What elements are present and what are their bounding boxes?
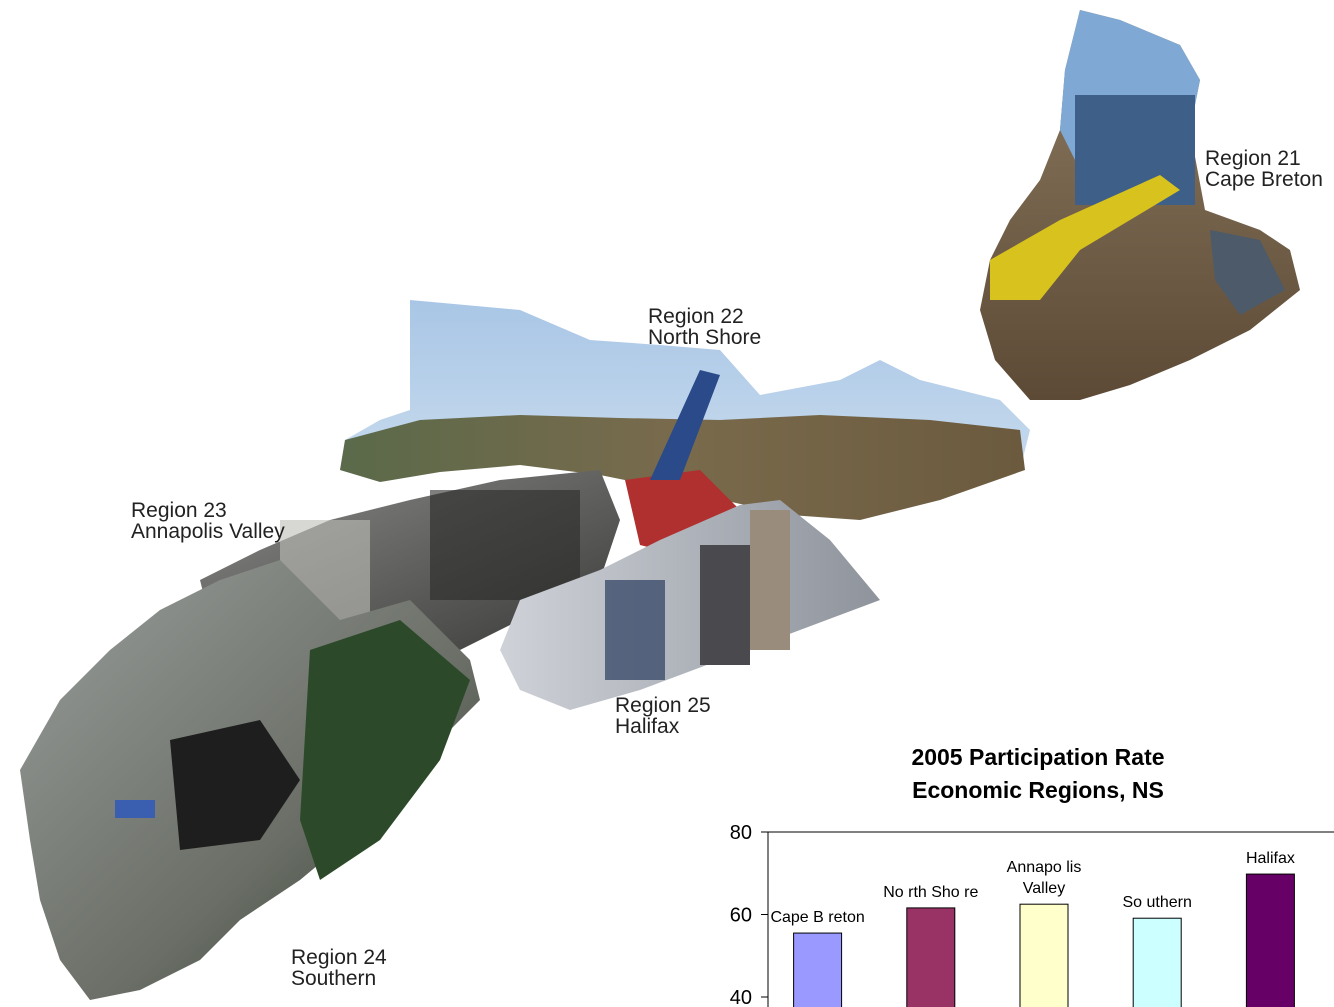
bar-label: So uthern xyxy=(1123,894,1192,911)
nova-scotia-photo-collage xyxy=(20,10,1300,1000)
bar-halifax xyxy=(1245,873,1295,1007)
region-sublabel-cape-breton: Cape Breton xyxy=(1205,168,1323,191)
y-tick-label: 60 xyxy=(730,905,752,927)
bar-label: No rth Sho re xyxy=(883,884,978,901)
region-sublabel-north-shore: North Shore xyxy=(648,326,761,349)
bar-cape-breton xyxy=(793,932,843,1007)
halifax-photo xyxy=(500,500,880,710)
region-sublabel-halifax: Halifax xyxy=(615,715,680,738)
region-label-cape-breton: Region 21 xyxy=(1205,147,1301,170)
region-sublabel-annapolis-valley: Annapolis Valley xyxy=(131,520,285,543)
chart-title: 2005 Participation Rate xyxy=(911,744,1164,770)
bar-annapolis-valley xyxy=(1019,903,1069,1007)
bar-north-shore xyxy=(906,907,956,1007)
y-tick-label: 40 xyxy=(730,987,752,1007)
region-label-southern: Region 24 xyxy=(291,946,387,969)
bar-label: Cape B reton xyxy=(770,909,864,926)
cape-breton-photo xyxy=(980,10,1300,400)
southern-photo xyxy=(20,560,480,1000)
chart-axes: 40 60 80 xyxy=(730,822,1334,1007)
participation-rate-chart: 2005 Participation Rate Economic Regions… xyxy=(712,720,1334,1007)
region-label-annapolis-valley: Region 23 xyxy=(131,499,227,522)
region-sublabel-southern: Southern xyxy=(291,967,376,990)
bar-label: Annapo lis xyxy=(1007,859,1082,876)
chart-data-labels: Cape B reton No rth Sho re Annapo lis Valle… xyxy=(770,850,1294,926)
bar-label: Valley xyxy=(1023,880,1065,897)
region-label-north-shore: Region 22 xyxy=(648,305,744,328)
y-tick-label: 80 xyxy=(730,822,752,844)
chart-bars xyxy=(793,873,1295,1007)
bar-label: Halifax xyxy=(1246,850,1295,867)
bar-southern xyxy=(1132,917,1182,1007)
chart-subtitle: Economic Regions, NS xyxy=(912,777,1164,803)
region-label-halifax: Region 25 xyxy=(615,694,711,717)
north-shore-photo xyxy=(340,300,1030,560)
